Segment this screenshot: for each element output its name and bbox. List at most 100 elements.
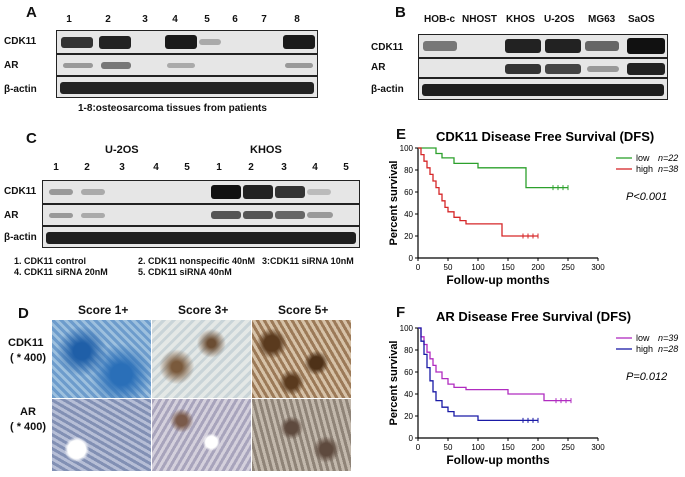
x-tick-label: 200 [531, 263, 545, 272]
x-axis-label: Follow-up months [446, 273, 550, 287]
km-curve-high [418, 147, 538, 237]
lane-label: 5 [184, 162, 190, 173]
row-label-ar: AR [4, 60, 19, 71]
km-curve-low [418, 147, 568, 189]
legend-n-high: n=28 [658, 344, 678, 354]
ihc-ar-score1 [52, 399, 151, 471]
km-curve-high [418, 327, 538, 422]
y-tick-label: 20 [404, 232, 413, 241]
lane-label: 2 [248, 162, 254, 173]
legend-label-high: high [636, 344, 653, 354]
ihc-ar-score3 [152, 399, 251, 471]
lane-label: HOB-c [424, 14, 456, 25]
lane-label: MG63 [588, 14, 616, 25]
legend-c-4: 4. CDK11 siRNA 20nM [14, 267, 108, 277]
p-value: P<0.001 [626, 191, 667, 203]
x-tick-label: 250 [561, 263, 575, 272]
chart-title: CDK11 Disease Free Survival (DFS) [436, 129, 654, 144]
lane-label: 1 [66, 14, 72, 25]
lane-label: 4 [312, 162, 318, 173]
x-tick-label: 150 [501, 263, 515, 272]
row-label-cdk11: CDK11 [8, 337, 44, 349]
x-tick-label: 0 [416, 443, 421, 452]
lane-label: 7 [261, 14, 267, 25]
row-label-ar: AR [371, 62, 386, 73]
legend-c-5: 5. CDK11 siRNA 40nM [138, 267, 232, 277]
y-tick-label: 60 [404, 368, 413, 377]
blot-a-cdk11 [56, 30, 318, 54]
chart-e: CDK11 Disease Free Survival (DFS) 0 20 40 60… [388, 129, 678, 287]
row-label-ar: AR [4, 210, 19, 221]
blot-b-ar [418, 58, 668, 78]
x-tick-label: 250 [561, 443, 575, 452]
x-tick-label: 100 [471, 263, 485, 272]
row-label-ar: AR [20, 406, 36, 418]
y-tick-label: 40 [404, 210, 413, 219]
blot-c-actin [42, 226, 360, 248]
x-tick-label: 300 [591, 263, 605, 272]
blot-c-ar [42, 204, 360, 226]
lane-label: 5 [343, 162, 349, 173]
blot-c-cdk11 [42, 180, 360, 204]
p-value: P=0.012 [626, 371, 667, 383]
legend-c-1: 1. CDK11 control [14, 256, 87, 266]
km-curve-low [418, 327, 571, 402]
group-label-khos: KHOS [250, 144, 282, 156]
lane-label: 3 [142, 14, 148, 25]
lane-label: SaOS [628, 14, 655, 25]
panel-f-label: F [396, 304, 406, 321]
y-tick-label: 100 [400, 324, 414, 333]
lane-label: 1 [53, 162, 59, 173]
legend-c-2: 2. CDK11 nonspecific 40nM [138, 256, 256, 266]
blot-a-actin [56, 76, 318, 98]
legend-n-high: n=38 [658, 164, 678, 174]
lane-label: 1 [216, 162, 222, 173]
ihc-ar-score5 [252, 399, 351, 471]
legend-label-high: high [636, 164, 653, 174]
score-label: Score 5+ [278, 303, 329, 317]
lane-label: 5 [204, 14, 210, 25]
ihc-cdk11-score5 [252, 320, 351, 398]
lane-label: 6 [232, 14, 238, 25]
x-tick-label: 50 [444, 443, 453, 452]
lane-label: U-2OS [544, 14, 575, 25]
chart-f: AR Disease Free Survival (DFS) 0 20 40 60 80 1… [388, 309, 678, 467]
blot-b-actin [418, 78, 668, 100]
row-label-actin: β-actin [4, 232, 37, 243]
blot-b-cdk11 [418, 34, 668, 58]
score-label: Score 1+ [78, 303, 129, 317]
x-tick-label: 100 [471, 443, 485, 452]
legend-label-low: low [636, 153, 650, 163]
y-tick-label: 40 [404, 390, 413, 399]
x-tick-label: 50 [444, 263, 453, 272]
row-label-cdk11: CDK11 [371, 42, 404, 53]
lane-label: 4 [153, 162, 159, 173]
group-label-u2os: U-2OS [105, 144, 139, 156]
row-label-actin: β-actin [371, 84, 404, 95]
y-tick-label: 0 [409, 434, 414, 443]
row-label-magnification: ( * 400) [10, 352, 47, 364]
score-label: Score 3+ [178, 303, 229, 317]
y-tick-label: 20 [404, 412, 413, 421]
lane-label: 3 [281, 162, 287, 173]
lane-label: KHOS [506, 14, 535, 25]
lane-label: 8 [294, 14, 300, 25]
y-axis-label: Percent survival [388, 161, 400, 246]
panel-a-caption: 1-8:osteosarcoma tissues from patients [78, 103, 267, 114]
legend-n-low: n=39 [658, 333, 678, 343]
chart-title: AR Disease Free Survival (DFS) [436, 309, 631, 324]
panel-a-label: A [26, 4, 37, 21]
panel-b-label: B [395, 4, 406, 21]
x-tick-label: 150 [501, 443, 515, 452]
blot-a-ar [56, 54, 318, 76]
ihc-cdk11-score3 [152, 320, 251, 398]
y-axis-label: Percent survival [388, 341, 400, 426]
y-tick-label: 100 [400, 144, 414, 153]
lane-label: 2 [105, 14, 111, 25]
lane-label: 2 [84, 162, 90, 173]
legend-n-low: n=22 [658, 153, 678, 163]
panel-e-label: E [396, 126, 407, 143]
legend-label-low: low [636, 333, 650, 343]
lane-label: 4 [172, 14, 178, 25]
x-tick-label: 200 [531, 443, 545, 452]
